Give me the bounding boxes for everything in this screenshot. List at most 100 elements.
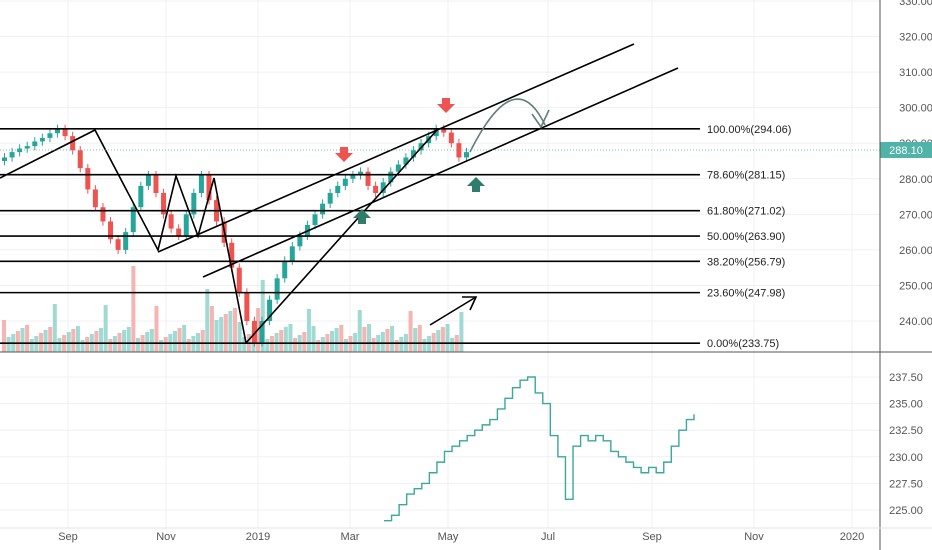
zigzag-drawing[interactable]: [0, 128, 247, 344]
volume-bar: [422, 339, 427, 352]
candle-body: [100, 207, 106, 222]
y-tick-label: 232.50: [889, 425, 923, 437]
fib-level-label: 61.80%(271.02): [707, 206, 785, 218]
candle-body: [365, 171, 371, 186]
volume-bar: [260, 280, 265, 352]
volume-bar: [283, 327, 288, 352]
channel-upper-line[interactable]: [157, 43, 635, 253]
volume-bar: [459, 312, 464, 352]
candle-body: [32, 141, 38, 147]
x-tick-label: Jul: [541, 531, 555, 543]
x-tick-label: May: [438, 531, 459, 543]
volume-bar: [450, 338, 455, 352]
volume-bar: [80, 340, 85, 352]
volume-bar: [214, 320, 219, 352]
candle-body: [183, 214, 189, 236]
volume-bar: [445, 324, 450, 352]
y-tick-label: 225.00: [889, 505, 923, 517]
volume-bar: [366, 324, 371, 352]
candle-body: [153, 175, 159, 193]
projection-arrow[interactable]: [429, 296, 477, 326]
volume-bar: [52, 304, 57, 352]
volume-bar: [320, 337, 325, 352]
candle-body: [85, 168, 91, 190]
volume-bar: [228, 311, 233, 352]
candle-body: [191, 193, 197, 215]
y-tick-label: 260.00: [899, 245, 932, 257]
volume-bar: [408, 311, 413, 352]
sell-signal-arrow: [335, 147, 353, 162]
candle-body: [327, 193, 333, 204]
volume-bar: [205, 289, 210, 352]
x-tick-label: 2019: [246, 531, 270, 543]
x-tick-label: Sep: [642, 531, 662, 543]
volume-bar: [316, 340, 321, 352]
candle-body: [380, 182, 386, 193]
y-tick-label: 235.00: [889, 399, 923, 411]
y-tick-label: 240.00: [899, 316, 932, 328]
fib-level-label: 23.60%(247.98): [707, 288, 785, 300]
candle-body: [24, 146, 30, 149]
volume-bar: [57, 338, 62, 352]
candle-body: [464, 152, 469, 158]
volume-bar: [279, 330, 284, 352]
y-tick-label: 320.00: [899, 32, 932, 44]
candle-body: [70, 136, 76, 151]
volume-bar: [223, 314, 228, 352]
volume-bar: [362, 327, 367, 352]
candle-body: [77, 150, 83, 169]
volume-bar: [85, 337, 90, 352]
volume-bar: [306, 309, 311, 352]
volume-bar: [145, 332, 150, 352]
candle-body: [138, 185, 144, 208]
volume-bar: [94, 331, 99, 352]
candle-body: [108, 221, 114, 240]
candle-body: [441, 129, 447, 133]
y-tick-label: 280.00: [899, 174, 932, 186]
volume-bar: [242, 337, 247, 352]
volume-bar: [357, 310, 362, 352]
volume-bar: [48, 327, 53, 352]
candle-body: [350, 175, 356, 179]
volume-bar: [15, 331, 20, 352]
projection-arrowhead[interactable]: [462, 296, 478, 311]
candle-body: [395, 164, 401, 172]
x-tick-label: Nov: [744, 531, 764, 543]
x-tick-label: Sep: [58, 531, 78, 543]
forecast-curve[interactable]: [469, 98, 546, 153]
candle-body: [123, 232, 129, 250]
volume-bar: [330, 331, 335, 352]
candle-body: [312, 214, 318, 225]
volume-bar: [108, 339, 113, 352]
volume-bar: [399, 337, 404, 352]
volume-bar: [20, 328, 25, 352]
fib-level-label: 0.00%(233.75): [707, 338, 779, 350]
y-tick-label: 230.00: [889, 452, 923, 464]
candle-body: [62, 129, 68, 137]
volume-bar: [43, 330, 48, 352]
volume-bar: [159, 340, 164, 352]
candle-body: [55, 129, 61, 134]
rally-trendline[interactable]: [245, 129, 438, 344]
candle-body: [297, 235, 303, 247]
volume-bar: [293, 338, 298, 352]
candle-body: [229, 242, 235, 268]
candle-body: [145, 175, 151, 186]
candle-body: [448, 132, 454, 144]
candle-body: [403, 157, 409, 165]
channel-lower-line[interactable]: [202, 67, 679, 278]
volume-bar: [233, 308, 238, 352]
volume-bar: [237, 322, 242, 352]
candle-body: [259, 321, 265, 343]
volume-bar: [6, 337, 11, 352]
volume-bar: [25, 325, 30, 352]
last-price-tag: [880, 141, 932, 158]
volume-bar: [339, 325, 344, 352]
candle-body: [206, 175, 212, 201]
candle-body: [9, 152, 15, 158]
candle-body: [198, 175, 204, 193]
candle-body: [289, 246, 295, 261]
candle-body: [433, 129, 439, 137]
